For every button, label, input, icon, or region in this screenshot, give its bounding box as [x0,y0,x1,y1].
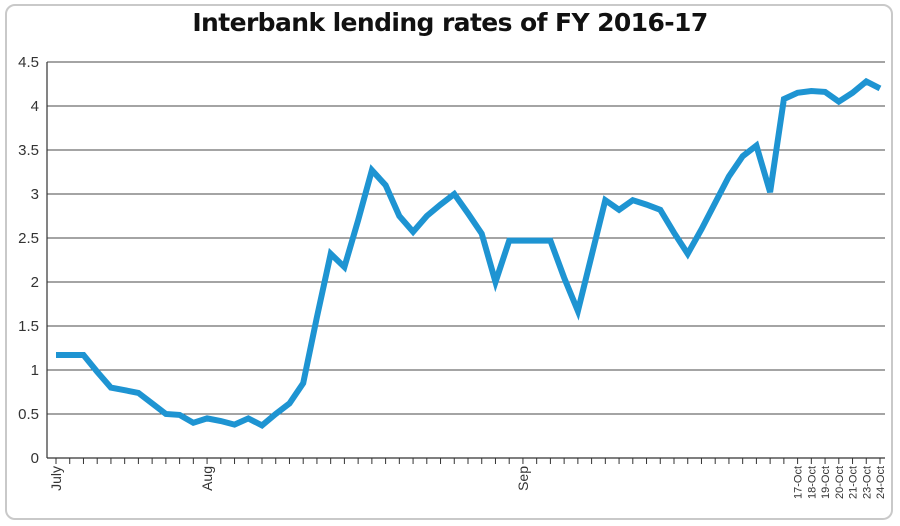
x-tick-label: 20-Oct [834,466,846,499]
y-tick-label: 0.5 [18,406,39,423]
chart-title: Interbank lending rates of FY 2016-17 [192,8,708,37]
y-tick-label: 1.5 [18,318,39,335]
chart-frame [5,4,893,520]
series-layer [56,77,882,429]
y-tick-label: 4 [31,98,39,115]
x-tick-label: 23-Oct [861,466,873,499]
x-tick-label: 17-Oct [793,466,805,499]
series-line [56,77,882,429]
x-tick-label: July [48,466,64,491]
y-tick-label: 0 [31,450,39,467]
y-tick-label: 3.5 [18,142,39,159]
y-axis: 0 0.5 1 1.5 2 2.5 3 3.5 4 4.5 [18,54,48,467]
x-tick-label: 24-Oct [875,466,887,499]
x-tick-label: 18-Oct [806,466,818,499]
x-tick-label: Aug [199,466,215,491]
x-tick-label: 19-Oct [820,466,832,499]
y-tick-label: 2.5 [18,230,39,247]
y-tick-label: 4.5 [18,54,39,71]
x-tick-label: 21-Oct [848,466,860,499]
gridlines [47,61,885,415]
y-tick-label: 1 [31,362,39,379]
y-tick-label: 2 [31,274,39,291]
x-axis: July Aug Sep 17-Oct 18-Oct 19-Oct 20-Oct 21-Oct… [47,457,887,499]
x-tick-label: Sep [515,466,531,491]
y-tick-label: 3 [31,186,39,203]
